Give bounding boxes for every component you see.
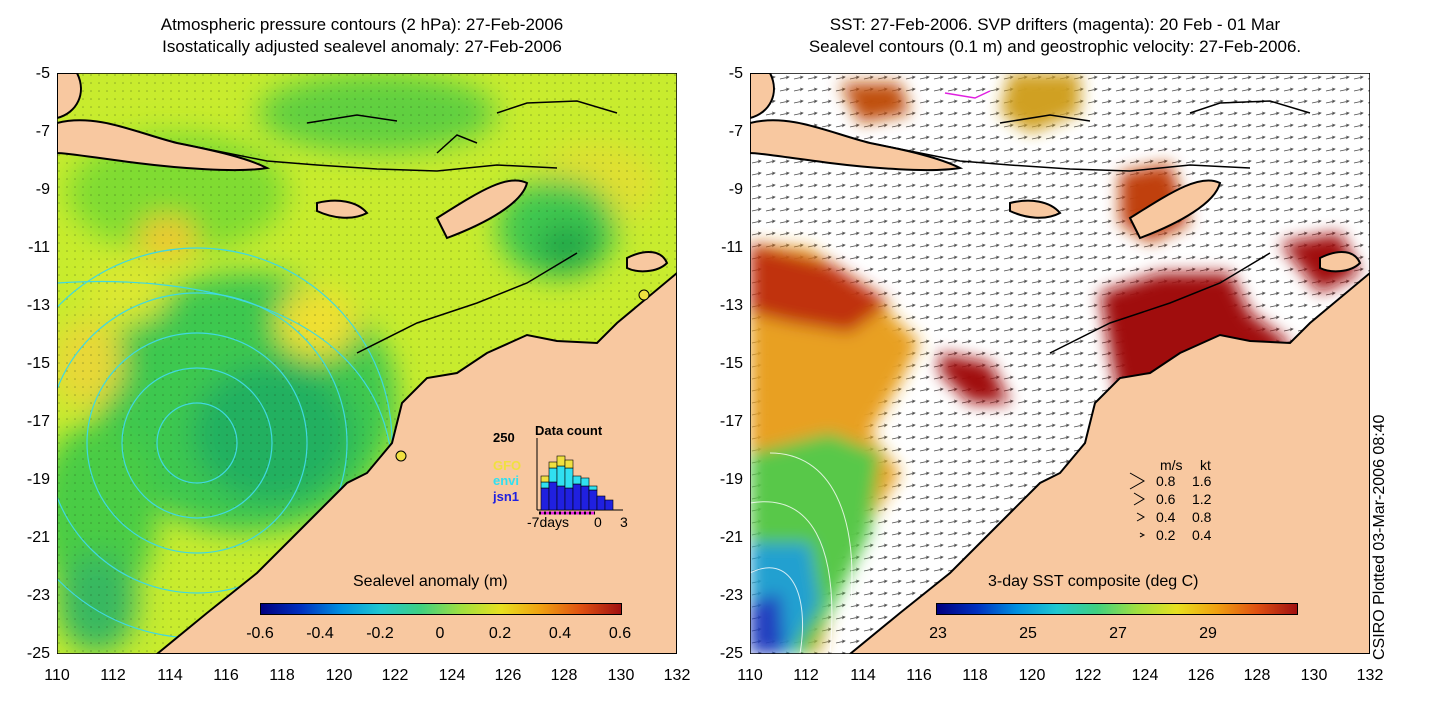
left-colorbar: [260, 603, 622, 615]
left-colorbar-tick: -0.6: [246, 625, 274, 642]
right-colorbar: [936, 603, 1298, 615]
y-tick-label: -5: [728, 65, 743, 82]
y-tick-label: -17: [719, 413, 743, 430]
y-tick-label: -25: [26, 645, 50, 662]
x-tick-label: 118: [269, 667, 295, 684]
velocity-legend-kt: 1.6: [1192, 473, 1212, 489]
y-tick-label: -9: [728, 181, 743, 198]
left-colorbar-tick: 0.4: [548, 625, 572, 642]
velocity-legend-ms: 0.4: [1156, 509, 1176, 525]
y-tick-label: -7: [35, 123, 50, 140]
y-tick-label: -9: [35, 181, 50, 198]
histogram-max-label: 250: [493, 430, 515, 445]
right-colorbar-tick: 23: [929, 625, 947, 642]
x-tick-label: 132: [1356, 667, 1384, 684]
y-tick-label: -19: [26, 471, 50, 488]
right-title-line1: SST: 27-Feb-2006. SVP drifters (magenta)…: [829, 15, 1281, 34]
x-tick-label: 128: [550, 667, 578, 684]
left-colorbar-tick: -0.2: [366, 625, 394, 642]
y-tick-label: -11: [28, 239, 50, 256]
x-tick-label: 114: [157, 667, 183, 684]
left-colorbar-tick: 0.6: [608, 625, 632, 642]
left-title-line2: Isostatically adjusted sealevel anomaly:…: [162, 37, 562, 56]
y-tick-label: -5: [35, 65, 50, 82]
histogram-xlabel-start: -7days: [527, 514, 570, 530]
x-tick-label: 120: [1018, 667, 1046, 684]
velocity-legend-ms: 0.2: [1156, 527, 1176, 543]
x-tick-label: 126: [494, 667, 522, 684]
sealevel-contours: [750, 452, 853, 654]
sst-landmass: [750, 73, 1370, 654]
velocity-legend-kt: 1.2: [1192, 491, 1212, 507]
y-tick-label: -19: [719, 471, 743, 488]
right-colorbar-tick: 25: [1019, 625, 1037, 642]
right-title: SST: 27-Feb-2006. SVP drifters (magenta)…: [745, 14, 1365, 58]
x-tick-label: 110: [737, 667, 763, 684]
histogram-bars: [536, 438, 623, 515]
left-colorbar-tick: -0.4: [306, 625, 334, 642]
x-tick-label: 120: [325, 667, 353, 684]
x-tick-label: 122: [381, 667, 409, 684]
y-tick-label: -23: [719, 587, 743, 604]
x-tick-label: 112: [100, 667, 126, 684]
x-tick-label: 128: [1243, 667, 1271, 684]
y-tick-label: -11: [721, 239, 743, 256]
islands-outline: [176, 100, 618, 354]
histogram-series-envi: envi: [493, 473, 520, 488]
x-tick-label: 126: [1187, 667, 1215, 684]
histogram-title: Data count: [535, 423, 603, 438]
velocity-legend-header-ms: m/s: [1160, 457, 1183, 473]
histogram-series-gfo: GFO: [493, 458, 522, 473]
x-tick-label: 112: [793, 667, 819, 684]
right-colorbar-tick: 29: [1199, 625, 1217, 642]
y-tick-label: -15: [26, 355, 50, 372]
sst-map-canvas: [750, 73, 1370, 654]
left-title-line1: Atmospheric pressure contours (2 hPa): 2…: [160, 15, 564, 34]
velocity-legend-ms: 0.8: [1156, 473, 1176, 489]
velocity-legend-arrows: [1129, 472, 1146, 538]
svp-drifter-tracks: [944, 90, 991, 99]
sealevel-map: 250 Data count GFO envi jsn1: [57, 73, 677, 654]
left-colorbar-title: Sealevel anomaly (m): [353, 573, 508, 590]
x-tick-label: 130: [607, 667, 635, 684]
plot-credit: CSIRO Plotted 03-Mar-2006 08:40: [1371, 414, 1388, 660]
y-tick-label: -13: [719, 297, 743, 314]
right-colorbar-tick: 27: [1109, 625, 1127, 642]
sst-islands-outline: [869, 100, 1311, 354]
left-colorbar-tick: 0.2: [488, 625, 512, 642]
y-tick-label: -25: [719, 645, 743, 662]
y-tick-label: -13: [26, 297, 50, 314]
x-tick-label: 116: [906, 667, 932, 684]
x-tick-label: 132: [663, 667, 691, 684]
x-tick-label: 124: [438, 667, 466, 684]
right-title-line2: Sealevel contours (0.1 m) and geostrophi…: [808, 37, 1302, 56]
y-tick-label: -21: [26, 529, 50, 546]
histogram-series-jsn1: jsn1: [493, 489, 520, 504]
sealevel-map-canvas: [57, 73, 677, 654]
right-colorbar-title: 3-day SST composite (deg C): [988, 573, 1199, 590]
x-tick-label: 122: [1074, 667, 1102, 684]
left-colorbar-tick: 0: [435, 625, 445, 642]
velocity-legend-ms: 0.6: [1156, 491, 1176, 507]
left-title: Atmospheric pressure contours (2 hPa): 2…: [52, 14, 672, 58]
x-tick-label: 110: [44, 667, 70, 684]
y-tick-label: -15: [719, 355, 743, 372]
sst-map: m/s kt 0.8 1.6 0.6 1.2 0.4 0.8 0.2 0.4 3…: [750, 73, 1370, 654]
x-tick-label: 114: [850, 667, 876, 684]
histogram-xlabel-end: 3: [620, 514, 628, 530]
velocity-legend-header-kt: kt: [1200, 457, 1211, 473]
velocity-legend-kt: 0.8: [1192, 509, 1212, 525]
x-tick-label: 124: [1131, 667, 1159, 684]
y-tick-label: -17: [26, 413, 50, 430]
y-tick-label: -7: [728, 123, 743, 140]
landmass: [57, 73, 677, 654]
tide-gauge-markers: [395, 289, 650, 462]
histogram-xlabel-zero: 0: [594, 514, 602, 530]
y-tick-label: -21: [719, 529, 743, 546]
y-tick-label: -23: [26, 587, 50, 604]
x-tick-label: 118: [962, 667, 988, 684]
velocity-legend-kt: 0.4: [1192, 527, 1212, 543]
x-tick-label: 116: [213, 667, 239, 684]
x-tick-label: 130: [1300, 667, 1328, 684]
